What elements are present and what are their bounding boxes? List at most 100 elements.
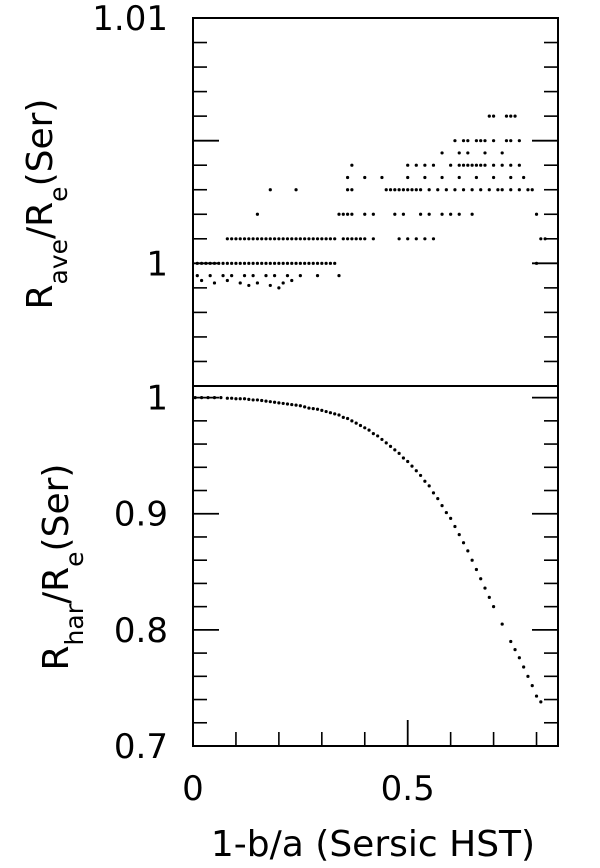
top-data-point	[461, 188, 466, 192]
top-data-point	[509, 188, 513, 192]
top-data-point	[388, 188, 393, 192]
bottom-data-point	[234, 397, 238, 401]
bottom-data-point	[337, 413, 341, 417]
top-data-point	[303, 261, 307, 265]
top-data-point	[281, 237, 285, 241]
top-data-point	[406, 175, 410, 180]
top-data-point	[483, 139, 487, 143]
top-data-point	[225, 278, 229, 283]
top-data-point	[345, 175, 350, 180]
top-data-point	[234, 261, 238, 265]
bottom-data-point	[264, 399, 268, 403]
top-data-point	[427, 188, 431, 192]
bottom-data-point	[431, 491, 436, 495]
bottom-data-point	[376, 434, 380, 438]
top-data-point	[457, 175, 461, 180]
top-data-point	[204, 261, 208, 265]
top-data-point	[277, 237, 281, 241]
top-data-point	[268, 188, 272, 192]
top-data-point	[406, 237, 410, 241]
top-data-point	[453, 139, 457, 143]
top-data-point	[470, 212, 474, 216]
top-data-point	[354, 237, 358, 241]
top-data-point	[311, 237, 315, 241]
top-data-point	[242, 261, 247, 265]
top-data-point	[337, 274, 341, 278]
top-data-point	[251, 261, 255, 265]
bottom-data-point	[500, 622, 504, 626]
top-data-point	[423, 237, 427, 241]
bottom-data-point	[219, 396, 223, 400]
top-data-point	[401, 188, 406, 192]
bottom-data-point	[341, 415, 345, 419]
bottom-data-point	[277, 401, 281, 405]
top-data-point	[513, 114, 517, 118]
top-data-point	[225, 261, 229, 265]
top-data-point	[345, 212, 350, 216]
top-data-point	[363, 237, 367, 241]
top-data-point	[251, 237, 255, 241]
top-data-point	[277, 261, 281, 265]
top-data-point	[268, 283, 272, 288]
top-data-point	[264, 237, 268, 241]
top-data-point	[337, 212, 341, 216]
top-data-point	[440, 212, 444, 216]
top-data-point	[453, 188, 457, 192]
top-data-point	[290, 278, 294, 283]
bottom-plot-frame	[192, 385, 559, 747]
bottom-data-point	[461, 541, 466, 545]
top-data-point	[208, 261, 212, 265]
top-data-point	[242, 237, 247, 241]
top-data-point	[483, 163, 487, 167]
top-data-point	[315, 261, 320, 265]
bottom-data-point	[367, 428, 371, 432]
top-y-tick-label: 1	[146, 244, 168, 284]
top-data-point	[470, 188, 474, 192]
top-data-point	[272, 261, 277, 265]
top-data-point	[294, 188, 298, 192]
bottom-data-point	[333, 412, 337, 416]
top-data-point	[195, 261, 199, 265]
bottom-data-point	[328, 411, 333, 415]
top-data-point	[414, 237, 418, 241]
top-data-point	[315, 274, 320, 278]
bottom-data-point	[298, 404, 302, 408]
bottom-data-point	[526, 674, 530, 678]
top-data-point	[230, 237, 234, 241]
top-data-point	[483, 151, 487, 155]
top-data-point	[431, 163, 436, 167]
bottom-data-point	[530, 684, 534, 688]
top-data-point	[238, 261, 242, 265]
top-data-point	[363, 212, 367, 216]
top-data-point	[500, 151, 504, 155]
top-data-point	[491, 139, 496, 143]
top-data-point	[212, 281, 217, 285]
top-data-point	[247, 283, 251, 288]
top-data-point	[350, 212, 354, 216]
top-data-point	[221, 261, 225, 265]
bottom-data-point	[427, 484, 431, 488]
top-data-point	[487, 188, 491, 192]
top-data-point	[350, 237, 354, 241]
top-data-point	[255, 281, 260, 285]
bottom-data-point	[539, 700, 543, 704]
bottom-data-point	[479, 577, 483, 581]
bottom-data-point	[453, 524, 457, 529]
top-data-point	[500, 188, 504, 192]
bottom-data-point	[363, 426, 367, 430]
bottom-data-point	[281, 401, 285, 406]
top-data-point	[230, 261, 234, 265]
top-data-point	[487, 114, 491, 118]
top-data-point	[363, 175, 367, 180]
bottom-data-point	[350, 419, 354, 423]
top-data-point	[440, 151, 444, 155]
top-data-point	[255, 237, 260, 241]
top-data-point	[268, 237, 272, 241]
top-data-point	[285, 237, 290, 241]
top-data-point	[285, 261, 290, 265]
bottom-y-tick-label: 0.7	[114, 727, 168, 767]
top-data-point	[221, 274, 225, 278]
bottom-data-point	[294, 403, 298, 407]
top-y-axis-label: Rave/Re(Ser)	[20, 99, 73, 310]
bottom-data-point	[414, 469, 418, 473]
